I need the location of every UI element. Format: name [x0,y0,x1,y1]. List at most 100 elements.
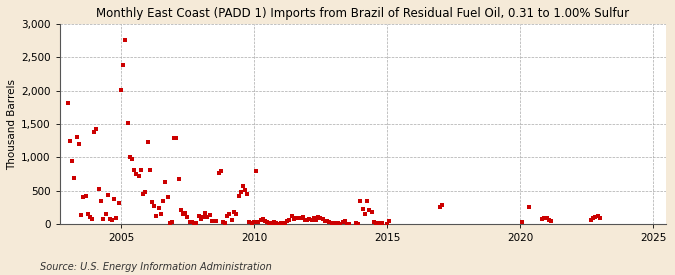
Text: Source: U.S. Energy Information Administration: Source: U.S. Energy Information Administ… [40,262,272,272]
Point [377,221,388,226]
Point [100,212,111,216]
Point [69,175,80,180]
Point [546,219,557,223]
Point [89,130,100,134]
Point [136,168,146,172]
Point [153,206,164,210]
Point [155,211,166,216]
Point [198,215,209,219]
Point [257,217,268,221]
Point [328,221,339,225]
Point [543,218,554,222]
Point [517,220,528,224]
Point [211,219,221,223]
Point [96,199,107,203]
Point [588,215,599,220]
Point [167,220,178,224]
Point [224,212,235,216]
Point [592,214,603,218]
Point [220,221,231,225]
Point [71,135,82,140]
Point [381,221,392,226]
Point [288,217,299,221]
Point [300,218,310,222]
Point [338,219,348,224]
Point [590,214,601,219]
Point [189,221,200,225]
Point [541,216,552,221]
Point [333,221,344,225]
Point [353,221,364,226]
Point [195,217,206,221]
Point [62,100,73,105]
Point [229,210,240,214]
Point [302,218,313,222]
Point [383,219,394,223]
Point [107,218,117,222]
Point [124,155,135,160]
Point [233,193,244,198]
Point [537,217,547,221]
Point [162,195,173,199]
Y-axis label: Thousand Barrels: Thousand Barrels [7,79,17,170]
Point [255,218,266,222]
Point [146,200,157,204]
Point [238,183,248,188]
Point [437,203,448,207]
Point [65,139,76,143]
Point [313,215,324,219]
Point [282,218,293,223]
Point [262,220,273,224]
Point [122,120,133,125]
Point [91,127,102,132]
Point [186,220,197,224]
Point [291,215,302,220]
Point [148,204,159,208]
Point [117,62,128,67]
Point [193,213,204,218]
Point [362,199,373,203]
Point [160,179,171,184]
Point [215,169,226,173]
Point [217,220,228,224]
Point [157,199,168,203]
Point [264,221,275,225]
Point [324,220,335,224]
Point [317,217,328,221]
Point [275,221,286,225]
Point [344,222,354,226]
Point [164,220,175,225]
Point [267,221,277,225]
Point [342,221,352,226]
Point [350,221,361,225]
Point [244,220,255,224]
Point [144,167,155,172]
Point [171,136,182,140]
Point [277,221,288,226]
Point [366,209,377,214]
Point [173,177,184,181]
Point [340,219,350,223]
Point [304,216,315,221]
Point [297,215,308,219]
Point [213,171,224,175]
Point [539,215,550,220]
Point [435,205,446,209]
Point [202,215,213,219]
Point [129,167,140,172]
Point [319,219,330,224]
Point [250,169,261,173]
Point [260,219,271,223]
Point [331,221,342,226]
Point [369,220,379,224]
Point [191,221,202,225]
Point [140,189,151,194]
Point [586,218,597,222]
Point [111,216,122,221]
Point [176,207,186,212]
Point [523,205,534,209]
Point [120,38,131,42]
Point [98,217,109,221]
Point [200,211,211,215]
Point [131,171,142,176]
